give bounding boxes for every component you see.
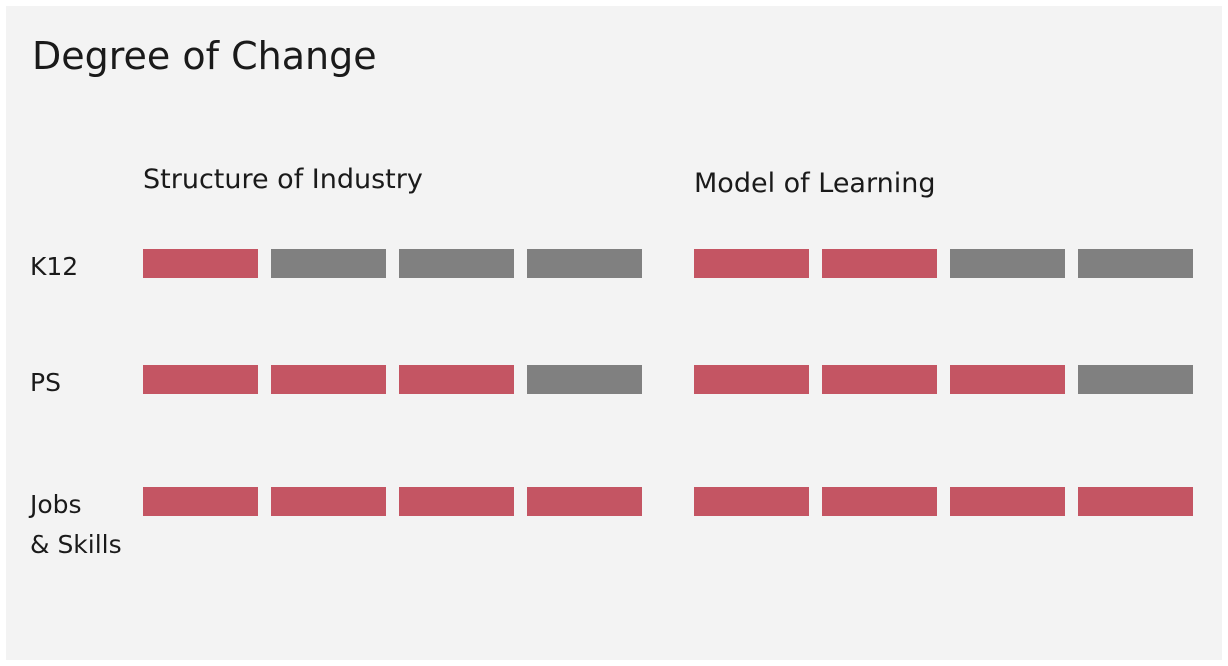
segment-empty: [1078, 249, 1193, 278]
row-label: PS: [30, 368, 61, 397]
series-name: Structure of Industry: [143, 164, 423, 195]
segment-empty: [271, 249, 386, 278]
segment-empty: [1078, 365, 1193, 394]
segment-filled: [271, 365, 386, 394]
segment-empty: [950, 249, 1065, 278]
chart: Degree of Change K12 PS Jobs & Skills Struc…: [6, 6, 1222, 660]
segment-filled: [399, 487, 514, 516]
segment-filled: [1078, 487, 1193, 516]
segment-filled: [822, 249, 937, 278]
row-label: K12: [30, 252, 79, 281]
series-name: Model of Learning: [694, 168, 936, 199]
segment-filled: [822, 365, 937, 394]
segment-filled: [950, 487, 1065, 516]
segment-filled: [399, 365, 514, 394]
segment-filled: [950, 365, 1065, 394]
chart-title: Degree of Change: [32, 34, 377, 78]
segment-filled: [694, 249, 809, 278]
segment-empty: [527, 249, 642, 278]
segment-filled: [527, 487, 642, 516]
segment-filled: [694, 487, 809, 516]
segment-filled: [694, 365, 809, 394]
segment-filled: [143, 365, 258, 394]
segment-filled: [822, 487, 937, 516]
segment-filled: [143, 249, 258, 278]
segment-filled: [271, 487, 386, 516]
row-label: Jobs & Skills: [30, 490, 122, 559]
segment-filled: [143, 487, 258, 516]
segment-empty: [527, 365, 642, 394]
segment-empty: [399, 249, 514, 278]
